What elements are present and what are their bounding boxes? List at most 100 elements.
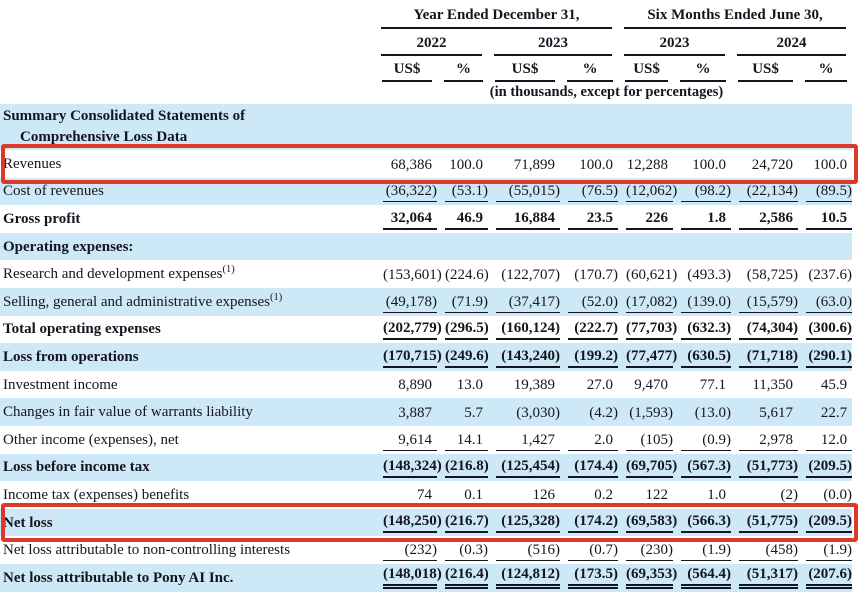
value-cell: [798, 104, 852, 150]
value-cell: 5,617: [759, 404, 794, 421]
value-cell: [488, 233, 560, 261]
period-group-year-ended: Year Ended December 31,: [375, 0, 618, 29]
value-cell: (199.2): [560, 343, 619, 371]
value-cell: 0.2: [560, 481, 619, 509]
unit-percent: %: [437, 56, 488, 82]
value-cell: [560, 104, 618, 150]
value-cell: [798, 233, 852, 261]
value-cell: (125,328): [488, 509, 560, 537]
comprehensive-loss-table: Year Ended December 31, Six Months Ended…: [0, 0, 853, 592]
value-cell: 2,586: [731, 205, 799, 233]
table-row: Cost of revenues (36,322) (53.1) (55,015) (7…: [0, 177, 853, 206]
value-cell: 19,389: [513, 377, 555, 394]
value-cell: (209.5): [798, 454, 853, 482]
value-cell: (143,240): [488, 343, 560, 371]
value-cell: [618, 104, 673, 150]
value-cell: 24,720: [751, 156, 794, 173]
value-cell: (51,775): [731, 509, 799, 537]
value-cell: (69,353): [618, 564, 677, 592]
value-cell: (173.5): [560, 564, 619, 592]
value-cell: (222.7): [560, 316, 619, 344]
value-cell: (124,812): [488, 564, 560, 592]
value-cell: 122: [618, 481, 674, 509]
value-cell: (216.7): [437, 509, 489, 537]
period-group-six-months: Six Months Ended June 30,: [618, 0, 852, 29]
table-row: Selling, general and administrative expe…: [0, 287, 853, 316]
value-cell: [437, 104, 488, 150]
value-cell: (12,062): [618, 178, 677, 206]
table-row: Net loss (148,250) (216.7) (125,328) (174.2)…: [0, 508, 853, 537]
footnote-ref: (1): [222, 264, 235, 276]
row-label: Summary Consolidated Statements of Compre…: [3, 108, 246, 145]
year-row: 2022 2023 2023 2024: [0, 29, 852, 56]
value-cell: [618, 233, 673, 261]
value-cell: (22,134): [731, 178, 799, 206]
row-label: Revenues: [3, 155, 62, 172]
value-cell: 226: [618, 205, 674, 233]
row-label: Other income (expenses), net: [3, 431, 179, 448]
value-cell: [731, 233, 798, 261]
value-cell: (2): [731, 481, 799, 509]
value-cell: (148,018): [375, 564, 442, 592]
value-cell: (202,779): [375, 316, 442, 344]
value-cell: 100.0: [579, 156, 614, 173]
units-note: (in thousands, except for percentages): [489, 83, 724, 100]
label-column-spacer: [0, 82, 375, 104]
value-cell: (0.0): [798, 481, 853, 509]
value-cell: (53.1): [437, 178, 488, 206]
value-cell: (249.6): [437, 343, 489, 371]
unit-row: US$ % US$ % US$ % US$ %: [0, 56, 852, 82]
table-row: Gross profit 32,064 46.9 16,884 23.5 226 1.8 2,…: [0, 205, 853, 233]
value-cell: 16,884: [488, 205, 560, 233]
value-cell: (125,454): [488, 454, 560, 482]
value-cell: (37,417): [488, 288, 560, 316]
unit-percent: %: [673, 56, 731, 82]
row-label: Loss from operations: [3, 348, 139, 365]
value-cell: (207.6): [798, 564, 853, 592]
value-cell: (0.3): [437, 536, 488, 564]
value-cell: (15,579): [731, 288, 799, 316]
value-cell: (564.4): [673, 564, 732, 592]
table-header: Year Ended December 31, Six Months Ended…: [0, 0, 852, 104]
value-cell: 2.0: [560, 426, 619, 454]
value-cell: [673, 104, 731, 150]
value-cell: (216.4): [437, 564, 489, 592]
value-cell: (98.2): [673, 178, 732, 206]
value-cell: 11,350: [752, 377, 794, 394]
row-label: Income tax (expenses) benefits: [3, 486, 190, 503]
value-cell: (89.5): [798, 178, 853, 206]
value-cell: 100.0: [449, 156, 483, 173]
value-cell: (51,317): [731, 564, 799, 592]
value-cell: 0.1: [437, 481, 488, 509]
table-row: Summary Consolidated Statements of Compre…: [0, 104, 853, 150]
value-cell: 71,899: [513, 156, 555, 173]
value-cell: (122,707): [501, 266, 560, 283]
value-cell: 12,288: [626, 156, 669, 173]
row-label: Operating expenses:: [3, 238, 134, 255]
value-cell: 8,890: [398, 377, 432, 394]
row-label: Research and development expenses(1): [3, 264, 235, 283]
unit-usd: US$: [375, 56, 437, 82]
value-cell: [437, 233, 488, 261]
value-cell: 32,064: [375, 205, 437, 233]
value-cell: 9,470: [634, 377, 669, 394]
table-row: Income tax (expenses) benefits 74 0.1 126 0.…: [0, 481, 853, 509]
row-label: Investment income: [3, 376, 118, 393]
value-cell: (516): [488, 536, 560, 564]
table-body: Summary Consolidated Statements of Compre…: [0, 104, 853, 592]
value-cell: (632.3): [673, 316, 732, 344]
value-cell: 10.5: [798, 205, 853, 233]
value-cell: 13.0: [456, 377, 483, 394]
value-cell: (174.2): [560, 509, 619, 537]
table-row: Research and development expenses(1) (153…: [0, 260, 852, 288]
unit-percent: %: [560, 56, 618, 82]
year-2023: 2023: [488, 29, 618, 56]
value-cell: 74: [375, 481, 437, 509]
value-cell: (4.2): [589, 404, 619, 421]
row-label: Selling, general and administrative expe…: [3, 291, 283, 310]
value-cell: [375, 104, 437, 150]
value-cell: (77,477): [618, 343, 677, 371]
value-cell: 5.7: [464, 404, 483, 421]
value-cell: (153,601): [383, 266, 442, 283]
